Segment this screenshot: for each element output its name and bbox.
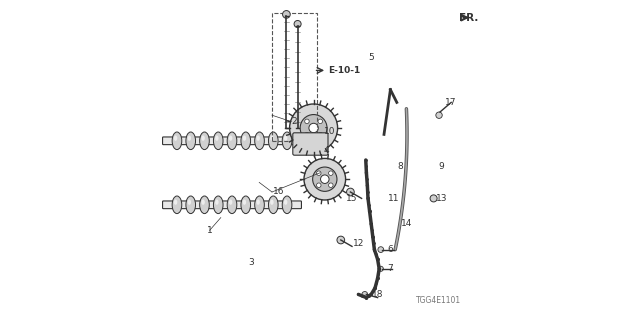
- Circle shape: [304, 158, 346, 200]
- Ellipse shape: [172, 196, 182, 214]
- Circle shape: [309, 123, 318, 133]
- Circle shape: [318, 119, 323, 124]
- Circle shape: [305, 119, 309, 124]
- Text: 12: 12: [353, 239, 364, 248]
- Circle shape: [436, 112, 442, 118]
- Ellipse shape: [200, 132, 209, 150]
- Ellipse shape: [174, 200, 177, 205]
- Ellipse shape: [202, 136, 205, 141]
- Circle shape: [317, 183, 321, 188]
- Ellipse shape: [229, 136, 232, 141]
- Ellipse shape: [215, 200, 219, 205]
- Circle shape: [294, 20, 301, 28]
- Ellipse shape: [270, 136, 274, 141]
- Ellipse shape: [186, 132, 196, 150]
- Text: 9: 9: [439, 162, 444, 171]
- Ellipse shape: [268, 196, 278, 214]
- Ellipse shape: [243, 136, 246, 141]
- Ellipse shape: [227, 132, 237, 150]
- Ellipse shape: [255, 132, 264, 150]
- Ellipse shape: [257, 136, 260, 141]
- Circle shape: [312, 167, 337, 191]
- Ellipse shape: [213, 196, 223, 214]
- Text: 7: 7: [388, 264, 393, 273]
- Text: 14: 14: [401, 220, 412, 228]
- Circle shape: [318, 132, 323, 137]
- Ellipse shape: [284, 200, 287, 205]
- Text: 13: 13: [436, 194, 447, 203]
- Text: E-10-1: E-10-1: [328, 66, 360, 75]
- Ellipse shape: [229, 200, 232, 205]
- Ellipse shape: [243, 200, 246, 205]
- Text: TGG4E1101: TGG4E1101: [416, 296, 461, 305]
- Text: 10: 10: [324, 127, 335, 136]
- Ellipse shape: [186, 196, 196, 214]
- Circle shape: [290, 104, 338, 152]
- Circle shape: [328, 171, 333, 175]
- Bar: [272, 13, 317, 141]
- Text: 3: 3: [248, 258, 254, 267]
- Ellipse shape: [215, 136, 219, 141]
- Ellipse shape: [188, 200, 191, 205]
- Ellipse shape: [270, 200, 274, 205]
- Ellipse shape: [172, 132, 182, 150]
- Ellipse shape: [284, 136, 287, 141]
- Ellipse shape: [227, 196, 237, 214]
- Ellipse shape: [282, 132, 292, 150]
- Text: 4: 4: [324, 146, 329, 155]
- Ellipse shape: [174, 136, 177, 141]
- FancyBboxPatch shape: [163, 137, 301, 145]
- Circle shape: [300, 115, 327, 141]
- Ellipse shape: [213, 132, 223, 150]
- Text: 15: 15: [346, 194, 358, 203]
- Circle shape: [328, 183, 333, 188]
- Circle shape: [430, 195, 437, 202]
- Circle shape: [378, 266, 383, 271]
- Circle shape: [347, 188, 355, 196]
- Ellipse shape: [282, 196, 292, 214]
- Ellipse shape: [257, 200, 260, 205]
- Text: 1: 1: [207, 226, 212, 235]
- Ellipse shape: [202, 200, 205, 205]
- Text: 6: 6: [388, 245, 393, 254]
- Text: 17: 17: [445, 98, 457, 107]
- Ellipse shape: [255, 196, 264, 214]
- Text: 11: 11: [388, 194, 399, 203]
- Text: FR.: FR.: [460, 12, 479, 23]
- Circle shape: [337, 236, 344, 244]
- Ellipse shape: [200, 196, 209, 214]
- Text: 8: 8: [397, 162, 403, 171]
- FancyBboxPatch shape: [292, 133, 328, 155]
- FancyBboxPatch shape: [163, 201, 301, 209]
- Ellipse shape: [268, 132, 278, 150]
- Circle shape: [317, 171, 321, 175]
- Text: 2: 2: [292, 117, 297, 126]
- Circle shape: [321, 175, 329, 183]
- Circle shape: [378, 247, 383, 252]
- Circle shape: [362, 292, 368, 297]
- Ellipse shape: [241, 132, 251, 150]
- Text: 18: 18: [372, 290, 383, 299]
- Text: 5: 5: [369, 53, 374, 62]
- Ellipse shape: [188, 136, 191, 141]
- Circle shape: [305, 132, 309, 137]
- Ellipse shape: [241, 196, 251, 214]
- Text: 16: 16: [273, 188, 284, 196]
- Circle shape: [283, 11, 290, 18]
